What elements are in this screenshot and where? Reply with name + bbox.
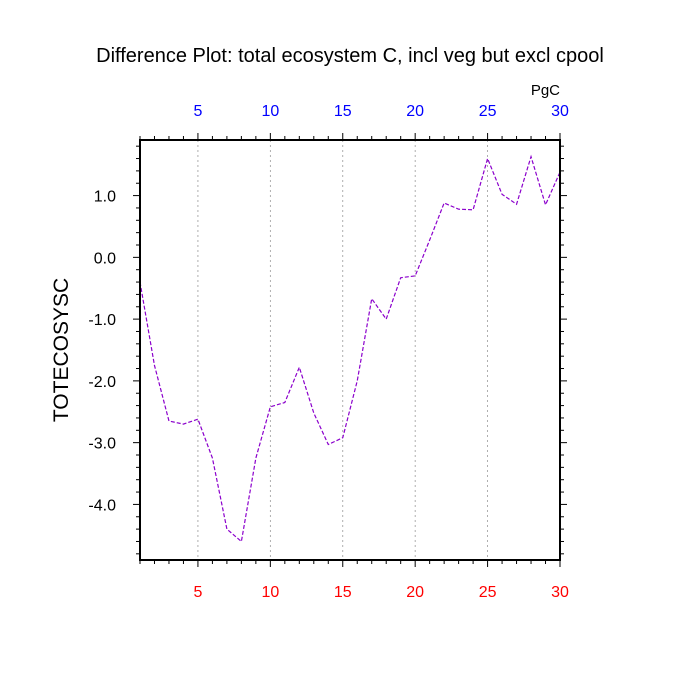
y-axis-label: TOTECOSYSC: [50, 278, 73, 422]
grid: [197, 140, 488, 560]
units-label: PgC: [531, 82, 560, 99]
x-tick-label-bottom: 10: [261, 584, 279, 601]
x-tick-label-top: 25: [479, 103, 497, 120]
x-tick-label-bottom: 25: [479, 584, 497, 601]
tick-labels-layer: 5 5 10 10 15 15 20 20 25 25 30 30 1.0 0.0 -1.0 -2.0 -3.0…: [88, 103, 569, 601]
x-tick-label-top: 10: [261, 103, 279, 120]
series-line: [139, 154, 561, 543]
series-layer: [139, 154, 561, 543]
plot-frame: [139, 139, 561, 561]
x-tick-label-bottom: 20: [406, 584, 424, 601]
x-tick-label-bottom: 5: [193, 584, 202, 601]
y-tick-label: 1.0: [94, 189, 116, 206]
y-tick-label: -2.0: [88, 374, 116, 391]
y-tick-label: -1.0: [88, 312, 116, 329]
x-tick-label-top: 5: [193, 103, 202, 120]
x-tick-label-top: 20: [406, 103, 424, 120]
x-tick-label-bottom: 30: [551, 584, 569, 601]
y-tick-label: 0.0: [94, 250, 116, 267]
y-tick-label: -3.0: [88, 436, 116, 453]
x-tick-label-bottom: 15: [334, 584, 352, 601]
x-tick-label-top: 30: [551, 103, 569, 120]
chart-title: Difference Plot: total ecosystem C, incl…: [96, 45, 604, 67]
y-tick-label: -4.0: [88, 497, 116, 514]
x-tick-label-top: 15: [334, 103, 352, 120]
